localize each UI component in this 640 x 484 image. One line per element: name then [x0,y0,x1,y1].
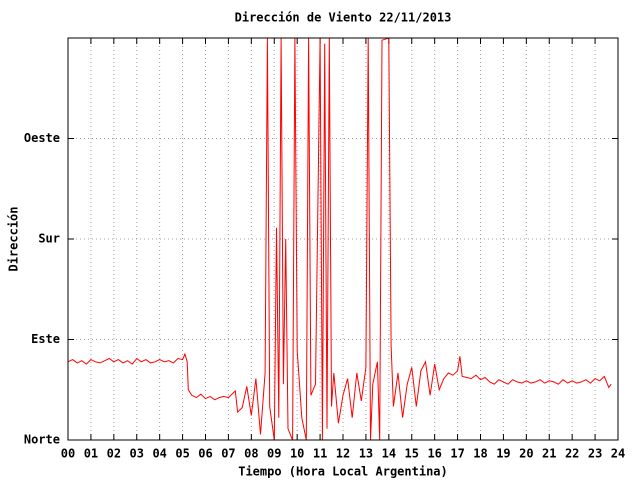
x-tick-label: 19 [496,447,510,461]
x-tick-label: 18 [473,447,487,461]
x-tick-label: 00 [61,447,75,461]
x-tick-label: 17 [450,447,464,461]
x-tick-label: 14 [382,447,396,461]
y-tick-label: Sur [38,232,60,246]
y-tick-label: Este [31,332,60,346]
x-tick-label: 23 [588,447,602,461]
x-tick-label: 11 [313,447,327,461]
y-tick-label: Oeste [24,131,60,145]
x-tick-label: 24 [611,447,625,461]
x-tick-label: 04 [152,447,166,461]
plot-frame [67,37,619,441]
plot-area: 00 01 02 03 04 05 06 07 08 09 10 11 12 13 14 15 16 17 18 19… [24,37,625,461]
x-tick-label: 09 [267,447,281,461]
x-tick-label: 05 [175,447,189,461]
x-tick-label: 06 [198,447,212,461]
x-tick-label: 15 [405,447,419,461]
x-tick-label: 20 [519,447,533,461]
x-tick-label: 08 [244,447,258,461]
x-tick-label: 21 [542,447,556,461]
x-tick-label: 12 [336,447,350,461]
data-line [67,37,612,441]
x-tick-label: 10 [290,447,304,461]
x-axis-label: Tiempo (Hora Local Argentina) [238,465,448,479]
x-tick-label: 03 [130,447,144,461]
x-tick-label: 07 [221,447,235,461]
x-tick-label: 22 [565,447,579,461]
x-tick-label: 16 [427,447,441,461]
chart-title: Dirección de Viento 22/11/2013 [235,11,452,25]
x-tick-label: 13 [359,447,373,461]
y-axis-label: Dirección [7,206,21,271]
x-tick-label: 01 [84,447,98,461]
y-tick-label: Norte [24,433,60,447]
x-tick-label: 02 [107,447,121,461]
